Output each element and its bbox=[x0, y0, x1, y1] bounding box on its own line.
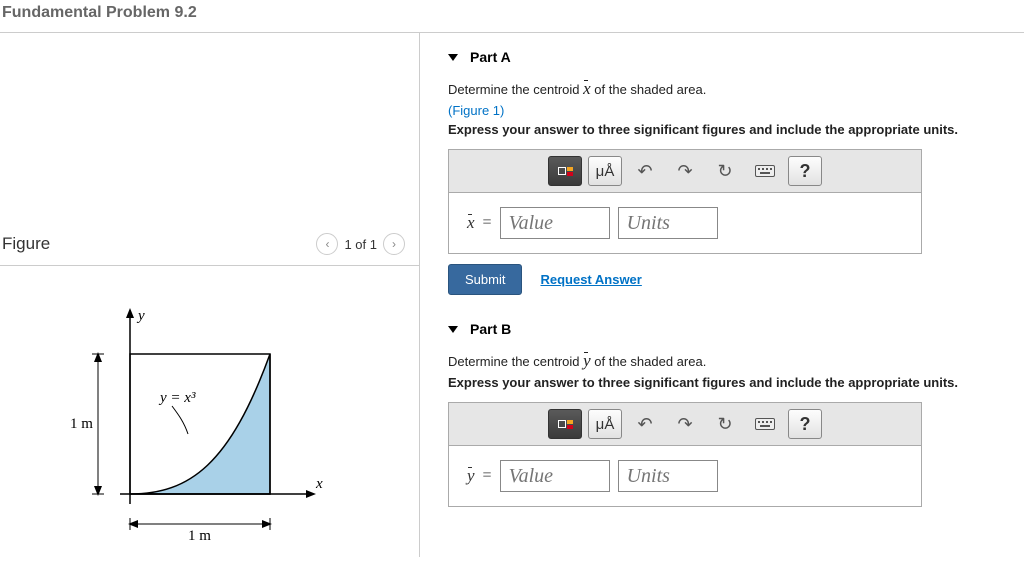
pager-text: 1 of 1 bbox=[344, 237, 377, 252]
part-a-instruct: Express your answer to three significant… bbox=[448, 122, 1024, 137]
templates-button[interactable] bbox=[548, 409, 582, 439]
y-axis-label: y bbox=[136, 308, 145, 324]
equals-sign: = bbox=[483, 214, 492, 232]
keyboard-button[interactable] bbox=[748, 156, 782, 186]
part-b-prompt: Determine the centroid y of the shaded a… bbox=[448, 351, 1024, 371]
templates-button[interactable] bbox=[548, 156, 582, 186]
undo-button[interactable]: ↶ bbox=[628, 156, 662, 186]
part-a-prompt: Determine the centroid x of the shaded a… bbox=[448, 79, 1024, 99]
help-button[interactable]: ? bbox=[788, 156, 822, 186]
help-button[interactable]: ? bbox=[788, 409, 822, 439]
reset-button[interactable]: ↻ bbox=[708, 156, 742, 186]
keyboard-icon bbox=[755, 418, 775, 430]
undo-button[interactable]: ↶ bbox=[628, 409, 662, 439]
part-a-lhs: x bbox=[467, 213, 475, 233]
redo-button[interactable]: ↷ bbox=[668, 156, 702, 186]
part-a-header[interactable]: Part A bbox=[448, 49, 1024, 65]
part-b-lhs: y bbox=[467, 466, 475, 486]
part-b-value-input[interactable] bbox=[500, 460, 610, 492]
part-a-units-input[interactable] bbox=[618, 207, 718, 239]
keyboard-icon bbox=[755, 165, 775, 177]
part-b-input-row: y = bbox=[449, 446, 921, 506]
part-a-input-row: x = bbox=[449, 193, 921, 253]
problem-title: Fundamental Problem 9.2 bbox=[0, 0, 1024, 32]
main-layout: Figure ‹ 1 of 1 › bbox=[0, 33, 1024, 557]
units-symbol-button[interactable]: μÅ bbox=[588, 156, 622, 186]
height-label: 1 m bbox=[70, 416, 93, 432]
reset-button[interactable]: ↻ bbox=[708, 409, 742, 439]
part-b-toolbar: μÅ ↶ ↷ ↻ ? bbox=[449, 403, 921, 446]
templates-icon bbox=[558, 420, 573, 429]
caret-down-icon bbox=[448, 54, 458, 61]
pager-prev-button[interactable]: ‹ bbox=[316, 233, 338, 255]
part-a-title: Part A bbox=[470, 49, 511, 65]
part-a-value-input[interactable] bbox=[500, 207, 610, 239]
part-b-units-input[interactable] bbox=[618, 460, 718, 492]
part-a-submit-button[interactable]: Submit bbox=[448, 264, 522, 295]
part-a-submit-row: Submit Request Answer bbox=[448, 264, 1024, 295]
part-b-title: Part B bbox=[470, 321, 511, 337]
part-b-instruct: Express your answer to three significant… bbox=[448, 375, 1024, 390]
curve-label: y = x³ bbox=[158, 390, 196, 406]
answer-panel: Part A Determine the centroid x of the s… bbox=[420, 33, 1024, 557]
figure-title: Figure bbox=[2, 234, 50, 254]
figure-header: Figure ‹ 1 of 1 › bbox=[0, 233, 419, 266]
keyboard-button[interactable] bbox=[748, 409, 782, 439]
equals-sign: = bbox=[483, 467, 492, 485]
part-a-request-answer-link[interactable]: Request Answer bbox=[540, 272, 641, 287]
figure-pager: ‹ 1 of 1 › bbox=[316, 233, 405, 255]
part-a-figure-link[interactable]: (Figure 1) bbox=[448, 103, 1024, 118]
part-b-answer-box: μÅ ↶ ↷ ↻ ? y = bbox=[448, 402, 922, 507]
templates-icon bbox=[558, 167, 573, 176]
figure-panel: Figure ‹ 1 of 1 › bbox=[0, 33, 420, 557]
pager-next-button[interactable]: › bbox=[383, 233, 405, 255]
part-a: Part A Determine the centroid x of the s… bbox=[448, 49, 1024, 295]
redo-button[interactable]: ↷ bbox=[668, 409, 702, 439]
part-b: Part B Determine the centroid y of the s… bbox=[448, 321, 1024, 507]
units-symbol-button[interactable]: μÅ bbox=[588, 409, 622, 439]
caret-down-icon bbox=[448, 326, 458, 333]
x-axis-label: x bbox=[315, 476, 323, 492]
part-a-answer-box: μÅ ↶ ↷ ↻ ? x = bbox=[448, 149, 922, 254]
part-b-header[interactable]: Part B bbox=[448, 321, 1024, 337]
centroid-diagram: 1 m 1 m y x y = x³ bbox=[60, 294, 340, 554]
figure-canvas: 1 m 1 m y x y = x³ bbox=[0, 266, 419, 557]
part-a-toolbar: μÅ ↶ ↷ ↻ ? bbox=[449, 150, 921, 193]
width-label: 1 m bbox=[188, 528, 211, 544]
